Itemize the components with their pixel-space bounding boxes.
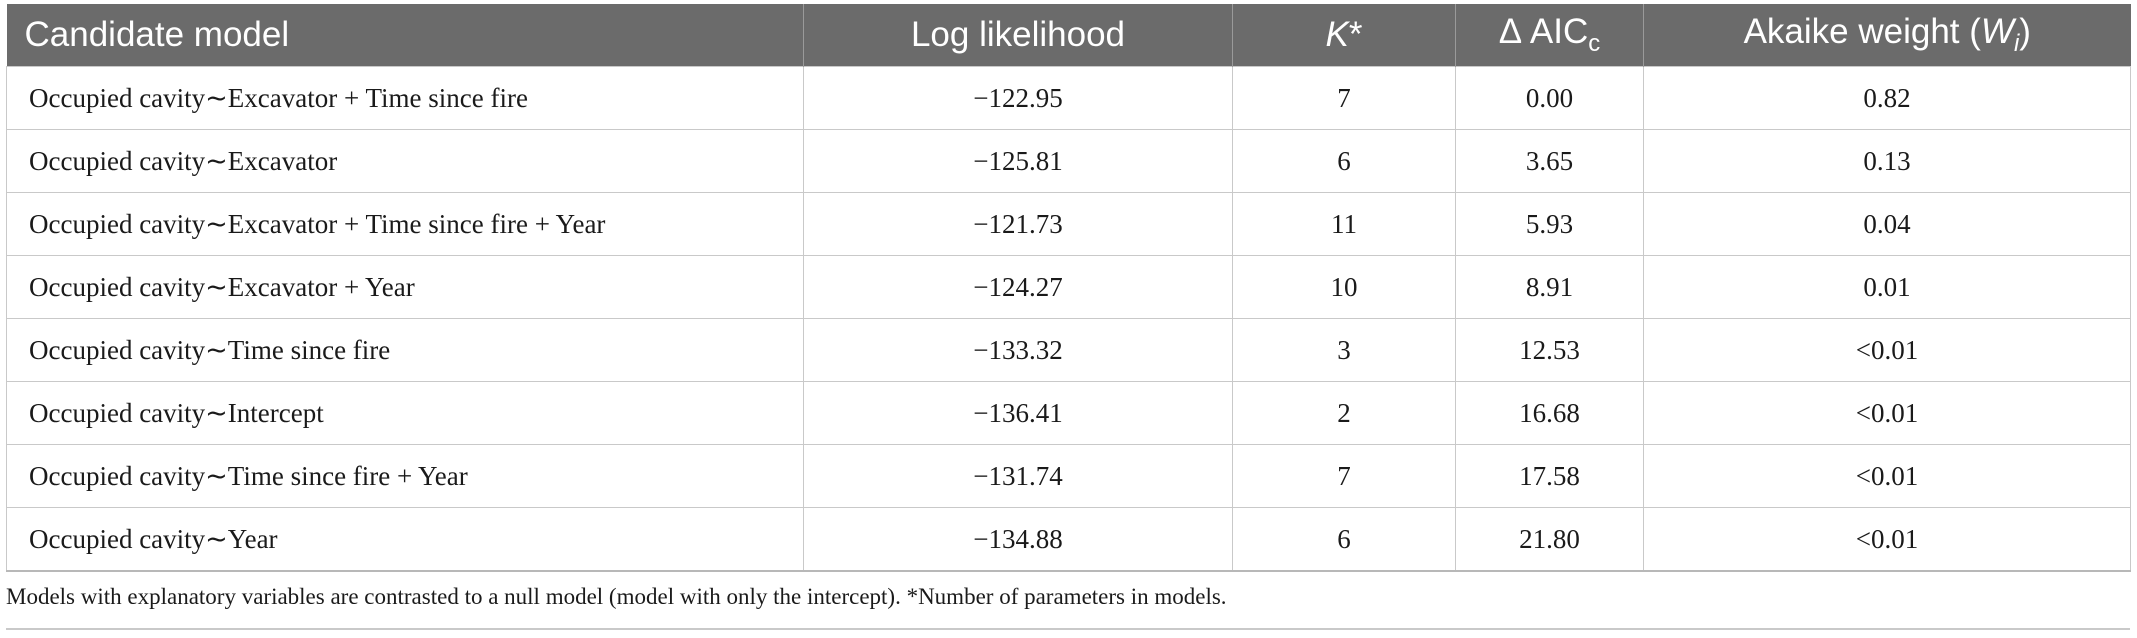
table-row: Occupied cavity∼Time since fire + Year −… <box>6 444 2131 508</box>
table-row: Occupied cavity∼Excavator −125.81 6 3.65… <box>6 129 2131 193</box>
header-k: K* <box>1232 4 1456 67</box>
header-akaike-close: ) <box>2019 12 2031 51</box>
header-log-likelihood-label: Log likelihood <box>910 15 1126 54</box>
table-row: Occupied cavity∼Excavator + Time since f… <box>6 66 2131 130</box>
cell-weight: 0.82 <box>1643 66 2131 130</box>
cell-delta-aicc: 0.00 <box>1455 66 1644 130</box>
cell-weight: <0.01 <box>1643 318 2131 382</box>
cell-model: Occupied cavity∼Intercept <box>6 381 804 445</box>
table-row: Occupied cavity∼Intercept −136.41 2 16.6… <box>6 381 2131 445</box>
cell-model: Occupied cavity∼Year <box>6 507 804 572</box>
cell-k: 7 <box>1232 66 1456 130</box>
cell-log-likelihood: −125.81 <box>803 129 1233 193</box>
cell-log-likelihood: −122.95 <box>803 66 1233 130</box>
cell-log-likelihood: −134.88 <box>803 507 1233 572</box>
cell-k: 10 <box>1232 255 1456 319</box>
cell-delta-aicc: 17.58 <box>1455 444 1644 508</box>
cell-log-likelihood: −124.27 <box>803 255 1233 319</box>
header-k-star: * <box>1348 15 1363 54</box>
table-row: Occupied cavity∼Year −134.88 6 21.80 <0.… <box>6 507 2131 572</box>
header-delta-aic-label: Δ AIC <box>1498 12 1589 51</box>
cell-delta-aicc: 12.53 <box>1455 318 1644 382</box>
cell-log-likelihood: −121.73 <box>803 192 1233 256</box>
table-header: Candidate model Log likelihood K* Δ AICc… <box>6 4 2131 67</box>
cell-delta-aicc: 8.91 <box>1455 255 1644 319</box>
header-candidate-model: Candidate model <box>6 4 804 67</box>
cell-delta-aicc: 5.93 <box>1455 192 1644 256</box>
header-log-likelihood: Log likelihood <box>803 4 1233 67</box>
header-akaike-w: W <box>1980 12 2014 51</box>
header-akaike-label: Akaike weight ( <box>1743 12 1981 51</box>
table-footnote: Models with explanatory variables are co… <box>6 584 1227 609</box>
cell-delta-aicc: 21.80 <box>1455 507 1644 572</box>
cell-k: 11 <box>1232 192 1456 256</box>
cell-k: 6 <box>1232 129 1456 193</box>
cell-weight: 0.01 <box>1643 255 2131 319</box>
table-row: Occupied cavity∼Time since fire −133.32 … <box>6 318 2131 382</box>
cell-delta-aicc: 16.68 <box>1455 381 1644 445</box>
cell-k: 7 <box>1232 444 1456 508</box>
cell-k: 2 <box>1232 381 1456 445</box>
header-akaike-weight: Akaike weight (Wi) <box>1643 4 2131 67</box>
cell-k: 3 <box>1232 318 1456 382</box>
header-candidate-model-label: Candidate model <box>24 15 290 54</box>
table-body: Occupied cavity∼Excavator + Time since f… <box>6 66 2131 572</box>
header-akaike-i: i <box>2013 30 2020 57</box>
cell-log-likelihood: −136.41 <box>803 381 1233 445</box>
cell-model: Occupied cavity∼Excavator + Time since f… <box>6 192 804 256</box>
table-row: Occupied cavity∼Excavator + Year −124.27… <box>6 255 2131 319</box>
header-delta-aicc: Δ AICc <box>1455 4 1644 67</box>
cell-weight: <0.01 <box>1643 507 2131 572</box>
cell-model: Occupied cavity∼Excavator <box>6 129 804 193</box>
header-delta-aic-subscript: c <box>1588 30 1601 57</box>
cell-model: Occupied cavity∼Excavator + Year <box>6 255 804 319</box>
footnote-divider <box>6 628 2130 630</box>
cell-log-likelihood: −133.32 <box>803 318 1233 382</box>
cell-weight: <0.01 <box>1643 444 2131 508</box>
table-row: Occupied cavity∼Excavator + Time since f… <box>6 192 2131 256</box>
model-selection-table: Candidate model Log likelihood K* Δ AICc… <box>6 4 2131 572</box>
cell-model: Occupied cavity∼Excavator + Time since f… <box>6 66 804 130</box>
cell-weight: <0.01 <box>1643 381 2131 445</box>
model-selection-table-container: Candidate model Log likelihood K* Δ AICc… <box>6 4 2131 572</box>
header-k-symbol: K <box>1325 15 1349 54</box>
cell-delta-aicc: 3.65 <box>1455 129 1644 193</box>
cell-k: 6 <box>1232 507 1456 572</box>
cell-model: Occupied cavity∼Time since fire <box>6 318 804 382</box>
cell-log-likelihood: −131.74 <box>803 444 1233 508</box>
cell-weight: 0.13 <box>1643 129 2131 193</box>
cell-weight: 0.04 <box>1643 192 2131 256</box>
header-row: Candidate model Log likelihood K* Δ AICc… <box>6 4 2131 67</box>
cell-model: Occupied cavity∼Time since fire + Year <box>6 444 804 508</box>
